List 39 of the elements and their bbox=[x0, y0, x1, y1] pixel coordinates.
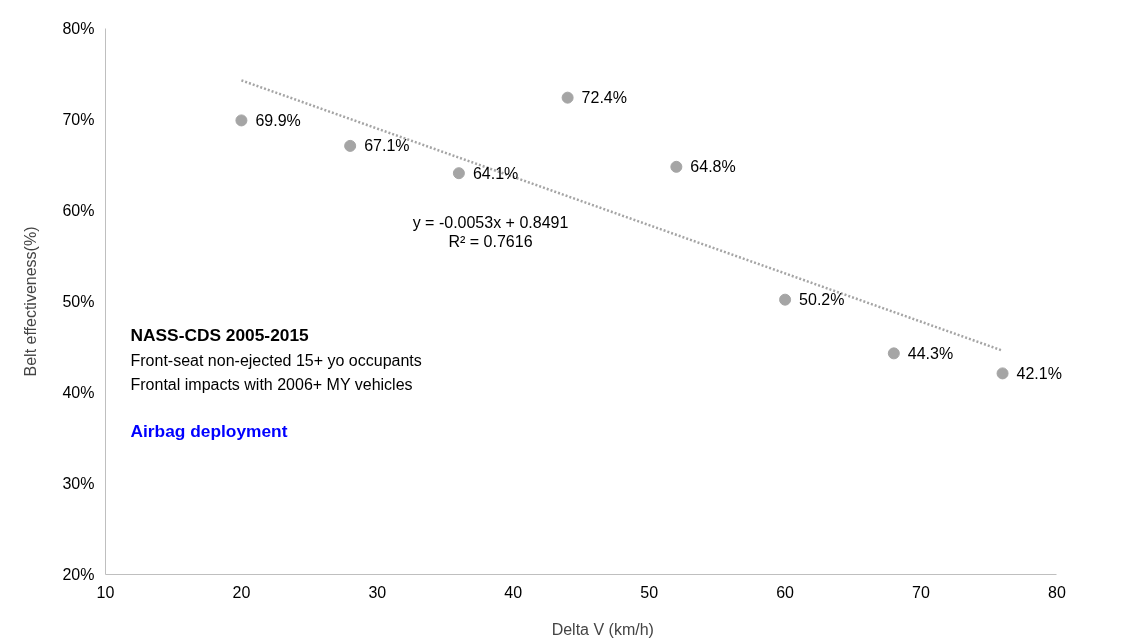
point bbox=[779, 293, 792, 306]
point bbox=[887, 347, 900, 360]
data-label: 69.9% bbox=[255, 111, 301, 129]
data-label: 44.3% bbox=[907, 344, 954, 362]
x-tick-label: 30 bbox=[368, 583, 387, 601]
x-tick-label: 10 bbox=[96, 583, 115, 601]
y-tick-label: 30% bbox=[62, 475, 95, 492]
y-tick-label: 70% bbox=[62, 111, 95, 128]
x-tick-label: 80 bbox=[1048, 583, 1066, 601]
point bbox=[996, 367, 1009, 380]
annotation: Airbag deployment bbox=[130, 420, 288, 441]
data-label: 72.4% bbox=[581, 89, 627, 107]
x-tick-label: 70 bbox=[912, 583, 931, 601]
data-label: 64.1% bbox=[472, 164, 519, 182]
x-tick-label: 40 bbox=[504, 583, 523, 601]
data-label: 67.1% bbox=[364, 137, 410, 155]
x-tick-label: 60 bbox=[776, 583, 795, 601]
point bbox=[452, 167, 465, 180]
annotation: Front-seat non-ejected 15+ yo occupants bbox=[130, 351, 422, 369]
data-label: 42.1% bbox=[1016, 364, 1062, 382]
annotation: Frontal impacts with 2006+ MY vehicles bbox=[130, 375, 413, 393]
y-axis-title: Belt effectiveness(%) bbox=[22, 226, 40, 377]
y-tick-label: 60% bbox=[62, 202, 95, 219]
point bbox=[561, 91, 574, 104]
x-axis-title: Delta V (km/h) bbox=[551, 620, 654, 638]
y-tick-label: 80% bbox=[62, 20, 95, 37]
x-tick-label: 50 bbox=[640, 583, 659, 601]
data-label: 64.8% bbox=[690, 158, 736, 176]
annotation: R² = 0.7616 bbox=[448, 233, 533, 250]
point bbox=[344, 139, 357, 152]
annotation: y = -0.0053x + 0.8491 bbox=[412, 214, 569, 231]
point bbox=[670, 160, 683, 173]
annotation: NASS-CDS 2005-2015 bbox=[130, 324, 310, 345]
data-label: 50.2% bbox=[799, 291, 845, 309]
y-tick-label: 40% bbox=[62, 384, 95, 401]
y-tick-label: 20% bbox=[62, 566, 95, 583]
x-tick-label: 20 bbox=[232, 583, 251, 601]
y-tick-label: 50% bbox=[62, 293, 95, 310]
point bbox=[235, 114, 248, 127]
